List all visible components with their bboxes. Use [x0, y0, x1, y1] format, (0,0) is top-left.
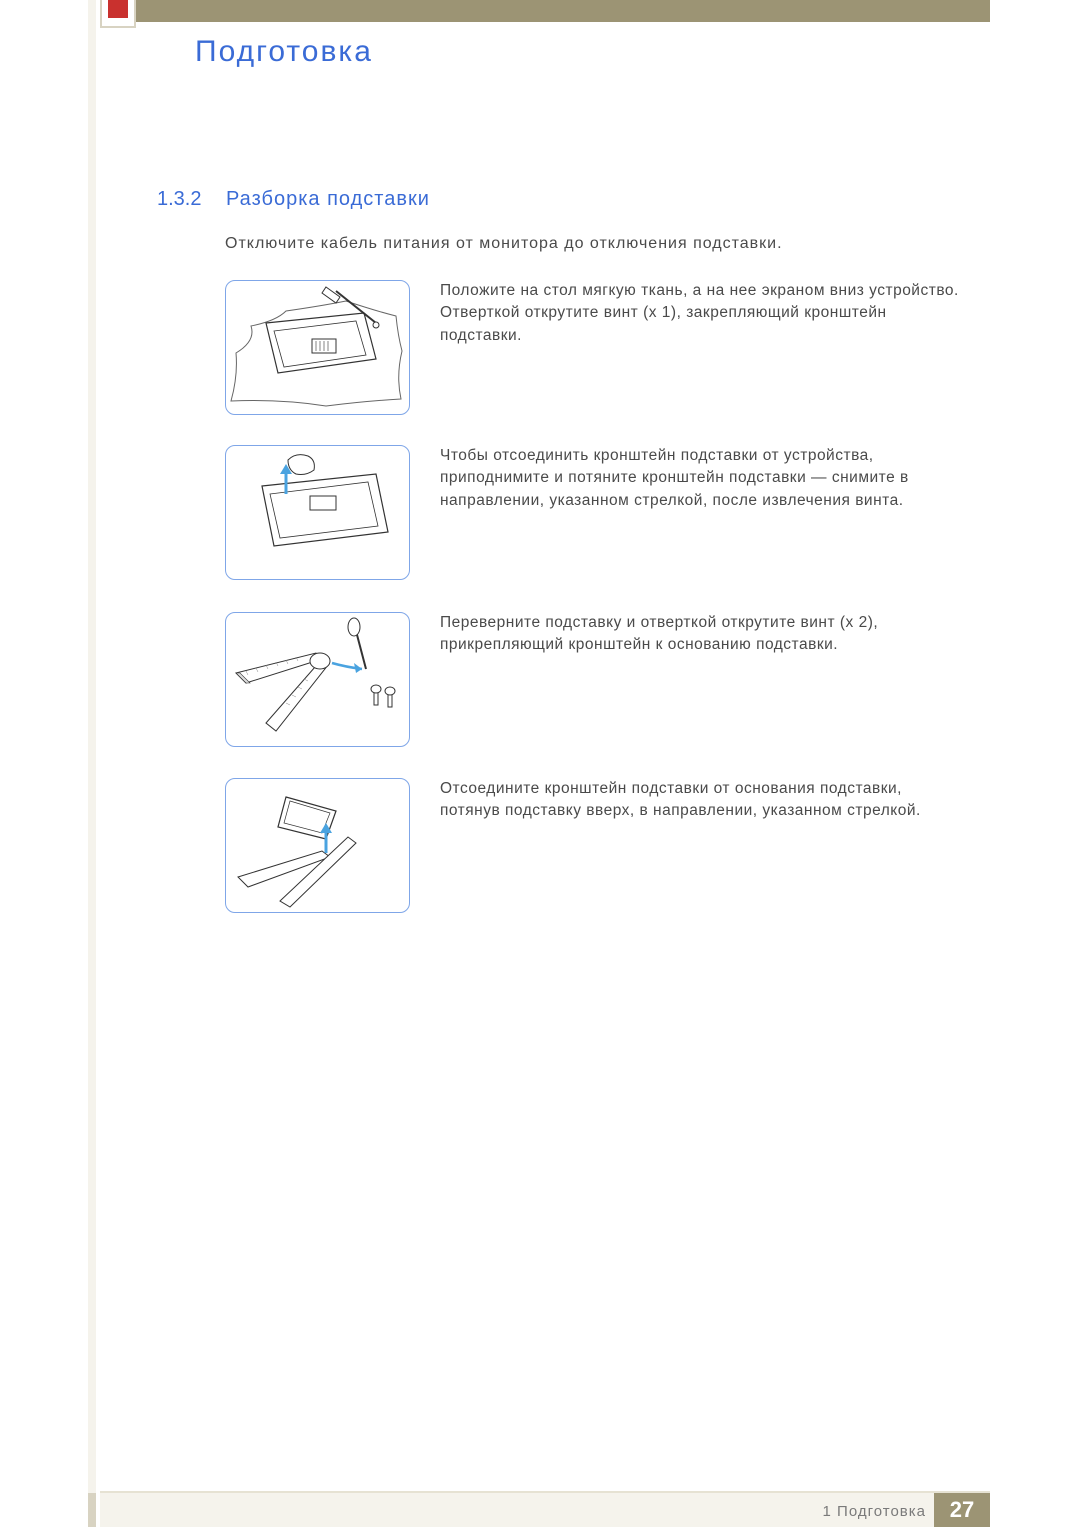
top-bar	[120, 0, 990, 22]
chapter-tab-marker	[108, 0, 128, 18]
section-number: 1.3.2	[157, 188, 201, 211]
footer-section-ref: 1 Подготовка	[823, 1503, 926, 1520]
section-title: Разборка подставки	[226, 188, 430, 211]
step-1-text: Положите на стол мягкую ткань, а на нее …	[440, 280, 965, 347]
step-2-image	[225, 445, 410, 580]
step-3-image	[225, 612, 410, 747]
page-number: 27	[934, 1493, 990, 1527]
step-4-image	[225, 778, 410, 913]
intro-text: Отключите кабель питания от монитора до …	[225, 235, 783, 253]
step-2-text: Чтобы отсоединить кронштейн подставки от…	[440, 445, 965, 512]
step-3-text: Переверните подставку и отверткой открут…	[440, 612, 965, 657]
chapter-title: Подготовка	[195, 35, 373, 69]
step-1-image	[225, 280, 410, 415]
step-4-text: Отсоедините кронштейн подставки от основ…	[440, 778, 965, 823]
